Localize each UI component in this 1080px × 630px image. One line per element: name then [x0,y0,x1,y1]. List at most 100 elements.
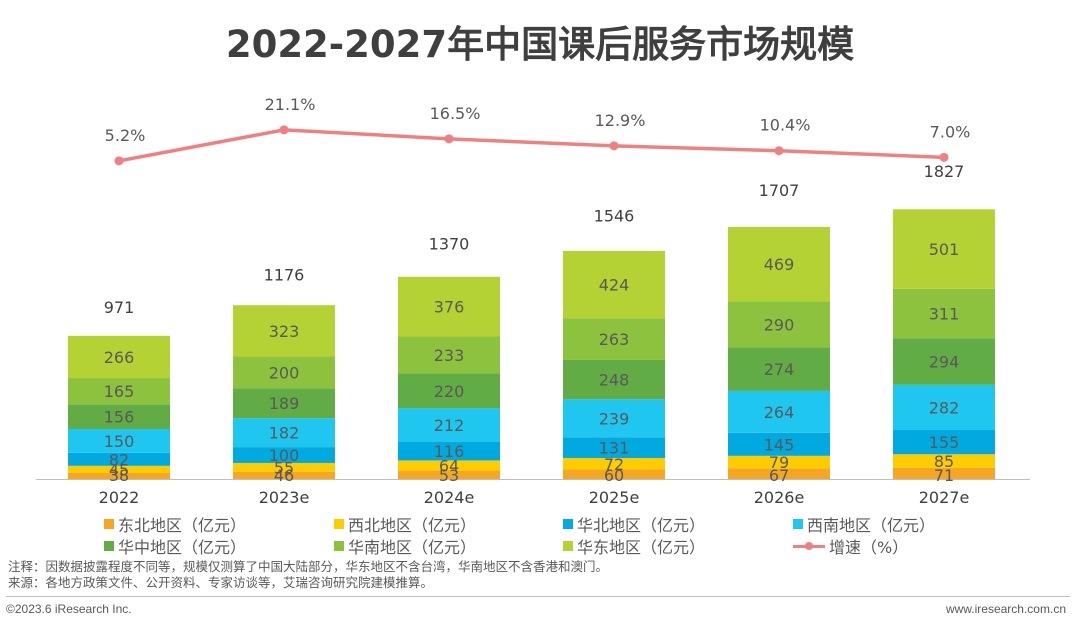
bar-value-label: 182 [269,424,300,443]
bar-value-label: 311 [929,305,960,324]
bar-value-label: 145 [764,435,795,454]
bar-segment [233,388,335,419]
growth-rate-point [774,146,784,156]
growth-rate-point [114,156,124,166]
legend-swatch [104,519,114,529]
bar-segment [563,458,665,470]
bar-segment [563,469,665,479]
copyright: ©2023.6 iResearch Inc. [6,602,132,616]
bar-value-label: 282 [929,398,960,417]
footer-divider [6,596,1070,597]
legend-item-east: 华东地区（亿元） [563,534,705,558]
legend-swatch [563,519,573,529]
bar-total-label: 1370 [429,235,470,254]
bar-segment [728,347,830,391]
legend-swatch [104,541,114,551]
bar-segment [728,432,830,456]
legend-label: 东北地区（亿元） [118,516,247,535]
bar-value-label: 376 [434,298,465,317]
bar-total-label: 1176 [264,265,305,284]
growth-rate-point [939,152,949,162]
bar-segment [563,250,665,319]
bar-value-label: 263 [599,330,630,349]
chart-notes: 注释：因数据披露程度不同等，规模仅测算了中国大陆部分，华东地区不含台湾，华南地区… [8,559,608,591]
bar-value-label: 248 [599,371,630,390]
bar-value-label: 64 [439,457,459,476]
growth-rate-label: 21.1% [265,95,316,114]
bar-segment [398,460,500,471]
bar-segment [398,373,500,409]
legend-swatch [563,541,573,551]
bar-value-label: 424 [599,276,630,295]
legend-swatch [334,541,344,551]
bar-segment [233,447,335,463]
bar-value-label: 60 [604,466,624,485]
bar-segment [563,318,665,360]
bar-value-label: 45 [109,460,129,479]
bar-segment [893,288,995,339]
legend-swatch [793,519,803,529]
website-link[interactable]: www.iresearch.com.cn [945,602,1066,616]
bar-value-label: 131 [599,439,630,458]
bar-value-label: 189 [269,394,300,413]
bar-value-label: 55 [274,458,294,477]
bar-value-label: 266 [104,348,135,367]
growth-rate-point [279,125,289,135]
bar-value-label: 220 [434,382,465,401]
bar-segment [893,467,995,479]
legend-item-north: 华北地区（亿元） [563,512,705,536]
bar-value-label: 100 [269,446,300,465]
source-text: 来源：各地方政策文件、公开资料、专家访谈等，艾瑞咨询研究院建模推算。 [8,575,434,590]
bar-value-label: 264 [764,403,795,422]
bar-total-label: 1827 [924,162,965,181]
legend-label: 西南地区（亿元） [807,516,936,535]
bar-segment [68,429,170,453]
bar-value-label: 150 [104,432,135,451]
x-tick-label: 2026e [754,488,805,507]
legend-label: 华中地区（亿元） [118,538,247,557]
bar-segment [233,462,335,472]
bar-segment [893,384,995,430]
bar-segment [563,359,665,400]
growth-rate-point [444,134,454,144]
bar-value-label: 116 [434,442,465,461]
chart-legend: 东北地区（亿元） 西北地区（亿元） 华北地区（亿元） 西南地区（亿元） 华中地区… [0,512,1080,558]
bar-segment [398,408,500,443]
bar-value-label: 53 [439,466,459,485]
legend-label: 华南地区（亿元） [348,538,477,557]
bar-value-label: 71 [934,466,954,485]
bar-segment [398,470,500,479]
growth-rate-label: 16.5% [430,104,481,123]
bar-segment [233,418,335,448]
bar-segment [68,404,170,429]
bar-value-label: 239 [599,409,630,428]
bar-value-label: 82 [109,450,129,469]
growth-rate-point [609,141,619,151]
bar-segment [728,390,830,433]
legend-item-south: 华南地区（亿元） [334,534,476,558]
chart-title: 2022-2027年中国课后服务市场规模 [225,23,855,66]
bar-segment [68,465,170,473]
bar-value-label: 212 [434,416,465,435]
x-tick-label: 2025e [589,488,640,507]
x-tick-label: 2023e [259,488,310,507]
growth-rate-label: 7.0% [930,122,971,141]
legend-label: 华北地区（亿元） [577,516,706,535]
legend-label: 增速（%） [829,538,909,557]
bar-segment [563,437,665,459]
bar-value-label: 72 [604,455,624,474]
bar-value-label: 38 [109,466,129,485]
bar-value-label: 156 [104,408,135,427]
bar-segment [398,336,500,374]
bar-total-label: 971 [104,298,135,317]
bar-segment [893,429,995,455]
x-tick-label: 2022 [99,488,140,507]
note-text: 注释：因数据披露程度不同等，规模仅测算了中国大陆部分，华东地区不含台湾，华南地区… [8,559,609,574]
bar-value-label: 323 [269,322,300,341]
bar-value-label: 165 [104,382,135,401]
growth-rate-line [118,128,945,163]
legend-label: 西北地区（亿元） [348,516,477,535]
bar-value-label: 233 [434,346,465,365]
bar-segment [728,301,830,348]
